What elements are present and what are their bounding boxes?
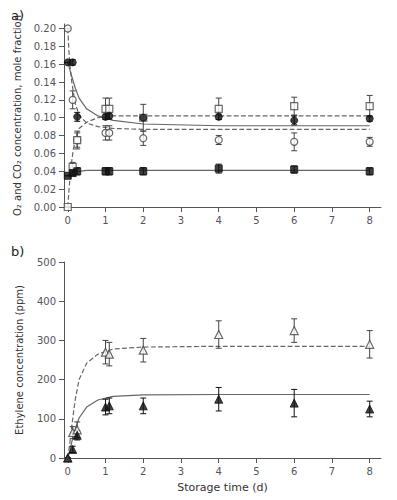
svg-text:100: 100 — [37, 413, 56, 424]
svg-text:4: 4 — [216, 466, 222, 477]
svg-text:O₂ and CO₂ concentration, mole: O₂ and CO₂ concentration, mole fraction — [12, 15, 23, 216]
svg-text:0.00: 0.00 — [34, 202, 56, 213]
svg-text:0.04: 0.04 — [34, 166, 56, 177]
svg-text:b): b) — [11, 244, 24, 259]
svg-text:5: 5 — [253, 215, 259, 226]
svg-text:8: 8 — [366, 215, 372, 226]
svg-text:0.02: 0.02 — [34, 184, 56, 195]
svg-text:a): a) — [11, 8, 24, 23]
svg-text:8: 8 — [366, 466, 372, 477]
svg-text:0.06: 0.06 — [34, 148, 56, 159]
svg-text:0.16: 0.16 — [34, 59, 56, 70]
svg-text:0.08: 0.08 — [34, 130, 56, 141]
svg-text:300: 300 — [37, 335, 56, 346]
svg-text:0: 0 — [65, 466, 71, 477]
svg-text:6: 6 — [291, 466, 297, 477]
svg-text:1: 1 — [102, 215, 108, 226]
svg-text:5: 5 — [253, 466, 259, 477]
svg-text:2: 2 — [140, 466, 146, 477]
svg-text:6: 6 — [291, 215, 297, 226]
svg-text:2: 2 — [140, 215, 146, 226]
svg-text:200: 200 — [37, 374, 56, 385]
svg-text:0.20: 0.20 — [34, 23, 56, 34]
svg-text:7: 7 — [329, 466, 335, 477]
svg-text:0.18: 0.18 — [34, 41, 56, 52]
svg-text:0.14: 0.14 — [34, 77, 56, 88]
svg-text:400: 400 — [37, 296, 56, 307]
svg-text:0: 0 — [50, 453, 56, 464]
svg-text:500: 500 — [37, 257, 56, 268]
svg-text:Ethylene concentration (ppm): Ethylene concentration (ppm) — [14, 285, 25, 435]
svg-text:1: 1 — [102, 466, 108, 477]
svg-text:3: 3 — [178, 466, 184, 477]
svg-text:7: 7 — [329, 215, 335, 226]
svg-text:4: 4 — [216, 215, 222, 226]
svg-text:0.10: 0.10 — [34, 112, 56, 123]
svg-text:0: 0 — [65, 215, 71, 226]
svg-text:Storage time (d): Storage time (d) — [177, 481, 267, 494]
svg-text:0.12: 0.12 — [34, 94, 56, 105]
svg-text:3: 3 — [178, 215, 184, 226]
